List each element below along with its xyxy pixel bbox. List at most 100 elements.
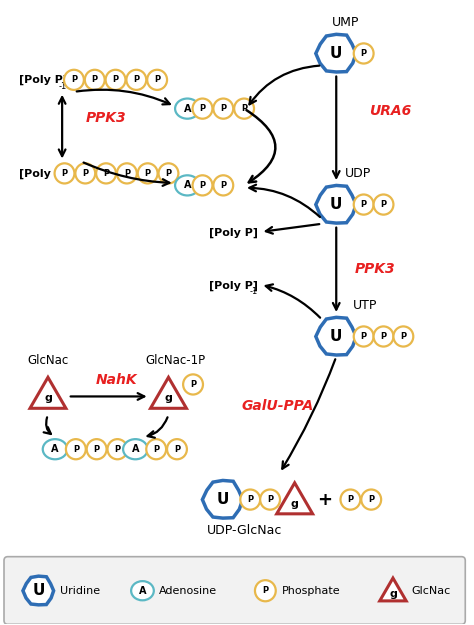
Circle shape bbox=[64, 70, 84, 90]
Circle shape bbox=[234, 99, 254, 119]
Text: [Poly P]: [Poly P] bbox=[209, 228, 258, 239]
Text: P: P bbox=[361, 332, 367, 341]
Ellipse shape bbox=[175, 99, 200, 119]
Polygon shape bbox=[151, 378, 186, 408]
Text: P: P bbox=[401, 332, 406, 341]
Text: A: A bbox=[183, 181, 191, 191]
Circle shape bbox=[158, 163, 178, 184]
Circle shape bbox=[106, 70, 126, 90]
Ellipse shape bbox=[175, 175, 200, 196]
Ellipse shape bbox=[43, 439, 67, 459]
Text: UDP-GlcNac: UDP-GlcNac bbox=[206, 524, 282, 538]
Text: UDP: UDP bbox=[345, 167, 371, 180]
Text: P: P bbox=[381, 200, 387, 209]
Text: P: P bbox=[361, 49, 367, 58]
Text: P: P bbox=[124, 169, 130, 178]
Text: P: P bbox=[262, 586, 268, 595]
Text: U: U bbox=[330, 197, 342, 212]
Text: P: P bbox=[133, 76, 139, 84]
Polygon shape bbox=[277, 483, 313, 514]
Text: GlcNac: GlcNac bbox=[27, 354, 69, 367]
Circle shape bbox=[55, 163, 74, 184]
Circle shape bbox=[75, 163, 95, 184]
Text: [Poly P]: [Poly P] bbox=[209, 281, 258, 291]
Text: [Poly P]: [Poly P] bbox=[18, 168, 68, 179]
Polygon shape bbox=[316, 318, 356, 355]
Text: A: A bbox=[183, 104, 191, 114]
Text: P: P bbox=[114, 445, 120, 454]
Text: UTP: UTP bbox=[352, 299, 377, 312]
Text: P: P bbox=[368, 495, 374, 504]
Circle shape bbox=[240, 489, 260, 509]
Text: P: P bbox=[73, 445, 79, 454]
Text: GlcNac: GlcNac bbox=[412, 586, 451, 596]
Text: P: P bbox=[153, 445, 159, 454]
Text: P: P bbox=[62, 169, 68, 178]
Text: [Poly P]: [Poly P] bbox=[18, 75, 68, 85]
Text: +: + bbox=[317, 491, 332, 509]
Polygon shape bbox=[380, 578, 406, 601]
Text: GalU-PPA: GalU-PPA bbox=[241, 399, 313, 413]
Circle shape bbox=[374, 194, 393, 214]
Text: -1: -1 bbox=[59, 82, 67, 91]
Text: g: g bbox=[291, 499, 299, 509]
Text: P: P bbox=[361, 200, 367, 209]
Text: URA6: URA6 bbox=[369, 104, 411, 118]
Text: Adenosine: Adenosine bbox=[159, 586, 217, 596]
Circle shape bbox=[87, 439, 107, 459]
Circle shape bbox=[255, 580, 276, 601]
Circle shape bbox=[146, 439, 166, 459]
Text: P: P bbox=[267, 495, 273, 504]
Polygon shape bbox=[30, 378, 66, 408]
Text: -1: -1 bbox=[250, 288, 258, 296]
Text: NahK: NahK bbox=[96, 372, 137, 387]
Text: g: g bbox=[389, 589, 397, 599]
Text: P: P bbox=[82, 169, 88, 178]
Text: U: U bbox=[217, 492, 229, 507]
Text: P: P bbox=[174, 445, 180, 454]
Circle shape bbox=[213, 175, 233, 196]
Circle shape bbox=[138, 163, 157, 184]
Circle shape bbox=[117, 163, 137, 184]
Polygon shape bbox=[202, 481, 243, 518]
Polygon shape bbox=[316, 34, 356, 72]
Text: A: A bbox=[51, 444, 59, 454]
Circle shape bbox=[260, 489, 280, 509]
Circle shape bbox=[85, 70, 105, 90]
Circle shape bbox=[361, 489, 381, 509]
Text: P: P bbox=[103, 169, 109, 178]
Text: P: P bbox=[165, 169, 172, 178]
Text: P: P bbox=[112, 76, 118, 84]
Circle shape bbox=[192, 99, 212, 119]
Text: P: P bbox=[220, 181, 227, 190]
Text: U: U bbox=[32, 583, 45, 598]
Text: P: P bbox=[93, 445, 100, 454]
Circle shape bbox=[340, 489, 360, 509]
Ellipse shape bbox=[123, 439, 148, 459]
Text: g: g bbox=[164, 393, 173, 403]
Text: PPK3: PPK3 bbox=[86, 111, 127, 125]
Text: P: P bbox=[91, 76, 98, 84]
Text: P: P bbox=[154, 76, 160, 84]
Circle shape bbox=[167, 439, 187, 459]
Text: P: P bbox=[71, 76, 77, 84]
Text: P: P bbox=[200, 181, 206, 190]
FancyBboxPatch shape bbox=[4, 557, 465, 624]
Circle shape bbox=[354, 326, 374, 346]
Text: UMP: UMP bbox=[332, 16, 359, 29]
Circle shape bbox=[354, 194, 374, 214]
Text: P: P bbox=[381, 332, 387, 341]
Circle shape bbox=[147, 70, 167, 90]
Text: P: P bbox=[347, 495, 354, 504]
Text: P: P bbox=[241, 104, 247, 113]
Text: P: P bbox=[220, 104, 227, 113]
Circle shape bbox=[108, 439, 128, 459]
Text: Uridine: Uridine bbox=[60, 586, 100, 596]
Circle shape bbox=[127, 70, 146, 90]
Text: P: P bbox=[200, 104, 206, 113]
Circle shape bbox=[66, 439, 86, 459]
Text: GlcNac-1P: GlcNac-1P bbox=[146, 354, 206, 367]
Text: P: P bbox=[145, 169, 151, 178]
Circle shape bbox=[374, 326, 393, 346]
Polygon shape bbox=[316, 186, 356, 223]
